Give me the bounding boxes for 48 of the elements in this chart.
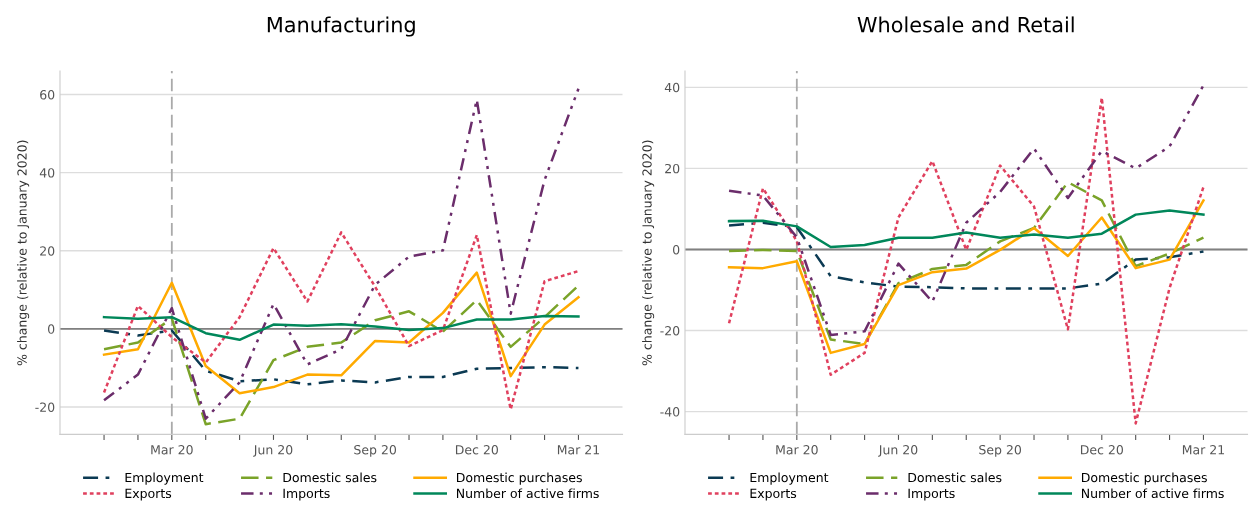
legend-label: Domestic sales xyxy=(283,472,377,483)
y-tick-label: 40 xyxy=(39,168,55,178)
line-series xyxy=(102,314,580,342)
x-tick-label: Dec 20 xyxy=(455,444,498,455)
x-tick-label: Jun 20 xyxy=(253,444,293,457)
line-series xyxy=(102,329,580,386)
y-tick-label: 60 xyxy=(40,90,55,100)
legend-label: Domestic purchases xyxy=(456,472,582,485)
y-axis-title: % change (relative to January 2020) xyxy=(17,140,30,366)
x-tick-label: Dec 20 xyxy=(1080,444,1123,455)
x-tick-label: Jun 20 xyxy=(878,444,918,457)
x-tick-label: Mar 20 xyxy=(776,444,818,455)
y-tick-label: 20 xyxy=(40,246,55,256)
legend-label: Employment xyxy=(125,472,204,485)
x-tick-label: Mar 20 xyxy=(151,444,193,455)
line-series xyxy=(727,199,1205,355)
legend-label: Employment xyxy=(750,472,829,485)
line-series xyxy=(102,284,580,426)
y-tick-label: -20 xyxy=(660,326,680,336)
x-tick-label: Mar 21 xyxy=(1182,444,1225,455)
y-tick-label: 0 xyxy=(673,244,680,255)
line-series xyxy=(102,87,580,420)
legend-label: Number of active firms xyxy=(1081,488,1224,499)
y-tick-label: 0 xyxy=(48,324,55,334)
legend-label: Exports xyxy=(750,488,797,501)
x-tick-label: Sep 20 xyxy=(979,444,1022,457)
y-tick-label: 20 xyxy=(665,163,680,174)
legend-label: Domestic purchases xyxy=(1081,472,1207,485)
line-series xyxy=(727,209,1205,249)
line-series xyxy=(727,96,1205,425)
line-series xyxy=(727,84,1205,337)
x-tick-label: Mar 21 xyxy=(557,444,600,455)
line-series xyxy=(727,180,1205,346)
line-series xyxy=(727,221,1205,290)
legend-label: Imports xyxy=(908,488,955,501)
y-tick-label: -40 xyxy=(660,407,680,417)
legend-label: Domestic sales xyxy=(908,472,1002,483)
legend-label: Imports xyxy=(283,488,330,501)
legend-label: Exports xyxy=(125,488,172,501)
legend-label: Number of active firms xyxy=(456,488,599,499)
line-series xyxy=(102,231,580,411)
x-tick-label: Sep 20 xyxy=(354,444,397,457)
y-tick-label: 40 xyxy=(664,82,680,93)
chart-title: Wholesale and Retail xyxy=(857,16,1074,33)
chart-title: Manufacturing xyxy=(267,16,415,37)
line-series xyxy=(102,271,580,395)
y-axis-title: % change (relative to January 2020) xyxy=(642,140,655,366)
y-tick-label: -20 xyxy=(35,402,55,412)
